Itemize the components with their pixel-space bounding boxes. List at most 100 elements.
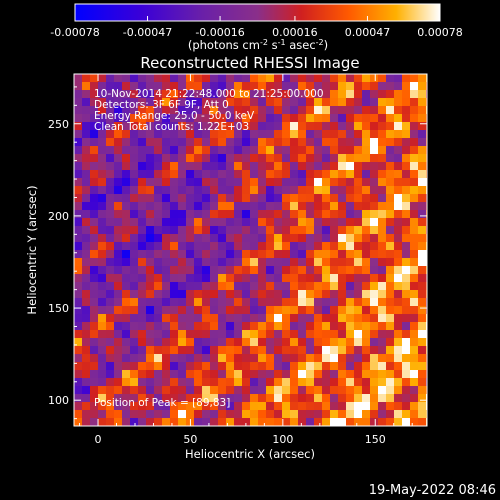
heatmap-cell xyxy=(330,402,338,410)
heatmap-cell xyxy=(410,330,418,338)
heatmap-cell xyxy=(290,138,298,146)
heatmap-cell xyxy=(314,250,322,258)
heatmap-cell xyxy=(362,210,370,218)
heatmap-cell xyxy=(394,226,402,234)
heatmap-cell xyxy=(386,210,394,218)
heatmap-cell xyxy=(402,402,410,410)
heatmap-cell xyxy=(122,242,130,250)
heatmap-cell xyxy=(330,234,338,242)
heatmap-cell xyxy=(106,394,114,402)
heatmap-cell xyxy=(130,338,138,346)
heatmap-cell xyxy=(258,170,266,178)
heatmap-cell xyxy=(82,282,90,290)
heatmap-cell xyxy=(194,346,202,354)
heatmap-cell xyxy=(186,250,194,258)
heatmap-cell xyxy=(322,138,330,146)
heatmap-cell xyxy=(210,226,218,234)
heatmap-cell xyxy=(146,194,154,202)
heatmap-cell xyxy=(338,186,346,194)
heatmap-cell xyxy=(162,290,170,298)
heatmap-cell xyxy=(218,282,226,290)
heatmap-cell xyxy=(354,250,362,258)
heatmap-cell xyxy=(242,186,250,194)
heatmap-cell xyxy=(282,170,290,178)
heatmap-cell xyxy=(130,226,138,234)
heatmap-cell xyxy=(258,90,266,98)
heatmap-cell xyxy=(250,330,258,338)
heatmap-cell xyxy=(74,274,82,282)
heatmap-cell xyxy=(82,306,90,314)
heatmap-cell xyxy=(122,114,130,122)
heatmap-cell xyxy=(362,386,370,394)
heatmap-cell xyxy=(210,282,218,290)
heatmap-cell xyxy=(162,330,170,338)
heatmap-cell xyxy=(226,218,234,226)
heatmap-cell xyxy=(266,298,274,306)
heatmap-cell xyxy=(242,218,250,226)
heatmap-cell xyxy=(130,242,138,250)
heatmap-cell xyxy=(250,138,258,146)
heatmap-cell xyxy=(258,122,266,130)
heatmap-cell xyxy=(210,290,218,298)
heatmap-cell xyxy=(146,322,154,330)
heatmap-cell xyxy=(178,298,186,306)
heatmap-cell xyxy=(130,114,138,122)
colorbar-tick-label: -0.00047 xyxy=(123,26,172,39)
heatmap-cell xyxy=(418,114,426,122)
heatmap-cell xyxy=(418,354,426,362)
heatmap-cell xyxy=(370,274,378,282)
heatmap-cell xyxy=(130,394,138,402)
heatmap-cell xyxy=(298,194,306,202)
heatmap-cell xyxy=(242,210,250,218)
heatmap-cell xyxy=(322,242,330,250)
heatmap-cell xyxy=(210,234,218,242)
heatmap-cell xyxy=(418,386,426,394)
heatmap-cell xyxy=(82,266,90,274)
x-axis-label: Heliocentric X (arcsec) xyxy=(185,447,315,461)
heatmap-cell xyxy=(90,114,98,122)
heatmap-cell xyxy=(90,386,98,394)
heatmap-cell xyxy=(394,378,402,386)
heatmap-cell xyxy=(202,362,210,370)
heatmap-cell xyxy=(274,362,282,370)
heatmap-cell xyxy=(74,90,82,98)
heatmap-cell xyxy=(338,226,346,234)
heatmap-cell xyxy=(218,346,226,354)
heatmap-cell xyxy=(186,338,194,346)
heatmap-cell xyxy=(154,266,162,274)
heatmap-cell xyxy=(82,330,90,338)
heatmap-cell xyxy=(378,210,386,218)
heatmap-cell xyxy=(258,210,266,218)
heatmap-cell xyxy=(410,186,418,194)
heatmap-cell xyxy=(306,266,314,274)
heatmap-cell xyxy=(226,186,234,194)
heatmap-cell xyxy=(194,266,202,274)
heatmap-cell xyxy=(354,146,362,154)
heatmap-cell xyxy=(362,82,370,90)
heatmap-cell xyxy=(218,242,226,250)
heatmap-cell xyxy=(282,338,290,346)
heatmap-cell xyxy=(242,114,250,122)
heatmap-cell xyxy=(154,154,162,162)
heatmap-cell xyxy=(170,98,178,106)
heatmap-cell xyxy=(354,242,362,250)
heatmap-cell xyxy=(290,322,298,330)
heatmap-cell xyxy=(386,282,394,290)
heatmap-cell xyxy=(386,218,394,226)
heatmap-cell xyxy=(386,354,394,362)
heatmap-cell xyxy=(114,266,122,274)
heatmap-cell xyxy=(146,218,154,226)
heatmap-cell xyxy=(114,242,122,250)
heatmap-cell xyxy=(362,194,370,202)
heatmap-cell xyxy=(242,354,250,362)
heatmap-cell xyxy=(74,322,82,330)
heatmap-cell xyxy=(242,298,250,306)
x-axis: 0 50 100 150 xyxy=(79,74,413,446)
heatmap-cell xyxy=(146,314,154,322)
heatmap-cell xyxy=(290,386,298,394)
heatmap-cell xyxy=(114,250,122,258)
heatmap-cell xyxy=(402,122,410,130)
heatmap-cell xyxy=(162,354,170,362)
heatmap-cell xyxy=(386,194,394,202)
heatmap-cell xyxy=(130,378,138,386)
